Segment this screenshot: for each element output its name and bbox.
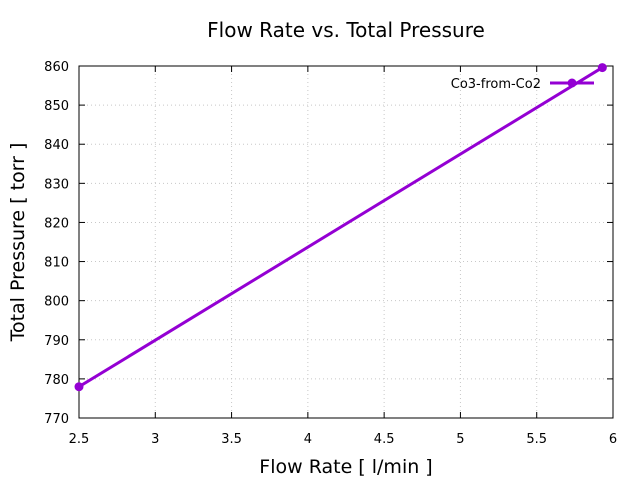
legend-label: Co3-from-Co2 bbox=[451, 77, 541, 92]
ticks bbox=[78, 65, 614, 419]
plot-frame bbox=[78, 65, 614, 419]
y-tick-labels: 770 780 790 800 810 820 830 840 850 860 bbox=[44, 60, 69, 427]
y-tick-label: 800 bbox=[44, 295, 69, 310]
x-tick-label: 6 bbox=[609, 432, 617, 447]
y-tick-label: 790 bbox=[44, 334, 69, 349]
grid bbox=[79, 66, 613, 418]
y-tick-label: 810 bbox=[44, 256, 69, 271]
x-tick-label: 2.5 bbox=[69, 432, 90, 447]
series bbox=[74, 63, 607, 392]
x-tick-label: 5 bbox=[456, 432, 464, 447]
x-tick-label: 5.5 bbox=[526, 432, 547, 447]
x-tick-label: 3.5 bbox=[221, 432, 242, 447]
y-tick-label: 780 bbox=[44, 373, 69, 388]
chart-title: Flow Rate vs. Total Pressure bbox=[207, 18, 485, 42]
y-tick-label: 840 bbox=[44, 138, 69, 153]
legend-marker bbox=[567, 78, 577, 88]
series-line bbox=[78, 66, 604, 388]
y-tick-label: 820 bbox=[44, 216, 69, 231]
y-tick-label: 860 bbox=[44, 60, 69, 75]
x-tick-label: 4.5 bbox=[374, 432, 395, 447]
data-point bbox=[597, 63, 607, 73]
y-tick-label: 830 bbox=[44, 177, 69, 192]
data-point bbox=[74, 382, 84, 392]
x-tick-labels: 2.5 3 3.5 4 4.5 5 5.5 6 bbox=[69, 432, 617, 447]
y-tick-label: 770 bbox=[44, 412, 69, 427]
y-axis-title: Total Pressure [ torr ] bbox=[7, 143, 29, 343]
y-tick-label: 850 bbox=[44, 99, 69, 114]
legend: Co3-from-Co2 bbox=[451, 77, 594, 92]
x-axis-title: Flow Rate [ l/min ] bbox=[259, 456, 432, 478]
x-tick-label: 4 bbox=[304, 432, 312, 447]
x-tick-label: 3 bbox=[151, 432, 159, 447]
